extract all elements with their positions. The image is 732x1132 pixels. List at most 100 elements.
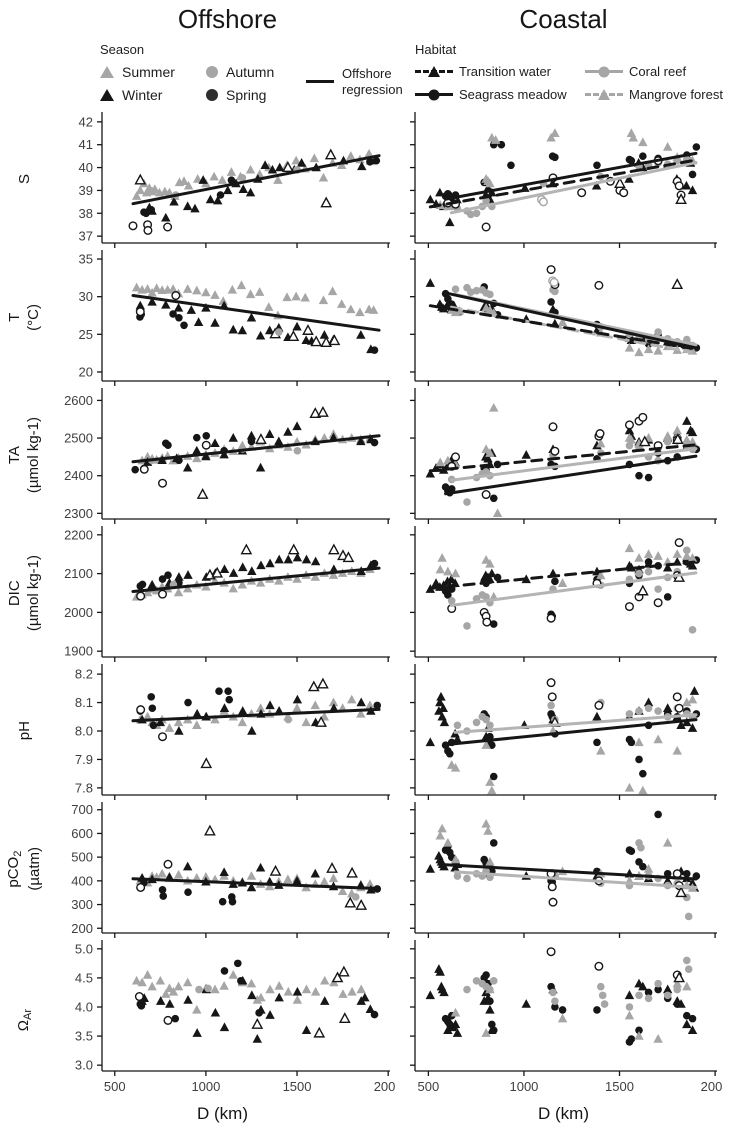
points-layer bbox=[131, 959, 379, 1043]
svg-text:2300: 2300 bbox=[64, 506, 93, 521]
panel-OmegaAr-coastal: 500 1000 1500 2000 bbox=[410, 940, 722, 1094]
season-legend-title: Season bbox=[100, 42, 145, 57]
panel-T-coastal bbox=[410, 250, 717, 386]
svg-text:500: 500 bbox=[71, 850, 93, 865]
legend-label-spring: Spring bbox=[226, 86, 267, 103]
plot-row-pCO2: pCO2 (µatm) 200 300 400 500 600 700 bbox=[0, 800, 732, 938]
legend-item-summer: Summer bbox=[100, 60, 206, 83]
regression-lines bbox=[428, 291, 698, 354]
svg-text:1500: 1500 bbox=[605, 1079, 634, 1094]
axes bbox=[410, 664, 717, 800]
legend-item-winter: Winter bbox=[100, 83, 206, 106]
legend-label-coral-reef: Coral reef bbox=[629, 64, 687, 79]
panel-DIC-offshore: 1900 2000 2100 2200 bbox=[64, 526, 390, 662]
y-axis-title-text-T: T (°C) bbox=[6, 303, 42, 331]
regression-lines bbox=[131, 294, 381, 332]
svg-text:8.1: 8.1 bbox=[75, 695, 93, 710]
svg-text:5.0: 5.0 bbox=[75, 941, 93, 956]
svg-text:600: 600 bbox=[71, 826, 93, 841]
panel-TA-offshore: 2300 2400 2500 2600 bbox=[64, 388, 390, 524]
points-layer bbox=[131, 280, 379, 354]
spring-circle-icon bbox=[206, 88, 218, 101]
axes bbox=[97, 112, 390, 248]
svg-text:25: 25 bbox=[79, 327, 93, 342]
svg-text:1500: 1500 bbox=[283, 1079, 312, 1094]
y-axis-title-DIC: DIC (µmol kg-1) bbox=[0, 524, 50, 662]
axes bbox=[410, 802, 717, 938]
svg-text:700: 700 bbox=[71, 802, 93, 817]
regression-lines bbox=[444, 713, 698, 747]
axes bbox=[97, 250, 390, 386]
legend-item-seagrass-meadow: Seagrass meadow bbox=[415, 83, 585, 106]
regression-lines bbox=[428, 443, 698, 496]
axes bbox=[410, 112, 717, 248]
svg-text:2500: 2500 bbox=[64, 431, 93, 446]
legend-label-autumn: Autumn bbox=[226, 63, 275, 80]
legend-label-seagrass-meadow: Seagrass meadow bbox=[459, 87, 567, 102]
legend-item-coral-reef: Coral reef bbox=[585, 60, 732, 83]
regression-legend-label: Offshore regression bbox=[342, 66, 403, 97]
plot-row-T: T (°C) 20 25 30 35 bbox=[0, 248, 732, 386]
legend-item-spring: Spring bbox=[206, 83, 302, 106]
svg-text:1000: 1000 bbox=[509, 1079, 538, 1094]
points-layer bbox=[135, 677, 382, 769]
y-axis-title-S: S bbox=[0, 110, 50, 248]
svg-text:400: 400 bbox=[71, 873, 93, 888]
svg-text:4.5: 4.5 bbox=[75, 970, 93, 985]
svg-text:7.9: 7.9 bbox=[75, 752, 93, 767]
y-axis-title-TA: TA (µmol kg-1) bbox=[0, 386, 50, 524]
transition-water-line-icon bbox=[415, 65, 453, 79]
y-axis-title-text-S: S bbox=[15, 173, 33, 184]
legend-item-autumn: Autumn bbox=[206, 60, 302, 83]
axes bbox=[410, 940, 717, 1076]
panel-DIC-coastal bbox=[410, 526, 717, 662]
panel-OmegaAr-offshore: 3.0 3.5 4.0 4.5 5.0 500 1000 1500 2000 bbox=[75, 940, 395, 1094]
svg-text:300: 300 bbox=[71, 897, 93, 912]
y-axis-title-text-OmegaAr: ΩAr bbox=[14, 1008, 34, 1032]
svg-text:500: 500 bbox=[418, 1079, 440, 1094]
axes bbox=[97, 526, 390, 662]
points-layer bbox=[135, 824, 382, 910]
seagrass-meadow-line-icon bbox=[415, 88, 453, 102]
regression-lines bbox=[131, 877, 381, 891]
svg-text:35: 35 bbox=[79, 252, 93, 267]
autumn-circle-icon bbox=[206, 65, 218, 78]
season-legend-items: Summer Autumn Winter Spring bbox=[100, 60, 302, 106]
offshore-regression-legend: Offshore regression bbox=[306, 66, 410, 97]
habitat-legend-title: Habitat bbox=[415, 42, 457, 57]
plot-row-OmegaAr: ΩAr 3.0 3.5 4.0 4.5 5.0 500 1000 1500 2000 500 1000… bbox=[0, 938, 732, 1102]
svg-text:2000: 2000 bbox=[64, 605, 93, 620]
y-axis-title-pH: pH bbox=[0, 662, 50, 800]
svg-text:39: 39 bbox=[79, 183, 93, 198]
winter-triangle-icon bbox=[100, 88, 114, 101]
svg-text:41: 41 bbox=[79, 137, 93, 152]
summer-triangle-icon bbox=[100, 65, 114, 78]
legend-label-summer: Summer bbox=[122, 63, 175, 80]
plot-row-S: S 37 38 39 40 41 42 bbox=[0, 110, 732, 248]
svg-text:1900: 1900 bbox=[64, 644, 93, 659]
svg-text:30: 30 bbox=[79, 289, 93, 304]
legend-item-transition-water: Transition water bbox=[415, 60, 585, 83]
svg-text:7.8: 7.8 bbox=[75, 780, 93, 795]
x-axis-label-spacer bbox=[0, 1104, 50, 1124]
y-axis-title-pCO2: pCO2 (µatm) bbox=[0, 800, 50, 938]
points-layer bbox=[425, 402, 701, 518]
svg-text:4.0: 4.0 bbox=[75, 1000, 93, 1015]
panel-S-offshore: 37 38 39 40 41 42 bbox=[79, 112, 390, 248]
svg-text:40: 40 bbox=[79, 160, 93, 175]
y-axis-title-OmegaAr: ΩAr bbox=[0, 938, 50, 1102]
plot-grid: S 37 38 39 40 41 42 T (°C) 20 25 30 35 TA (µmol kg-1) 2… bbox=[0, 110, 732, 1124]
svg-text:2100: 2100 bbox=[64, 566, 93, 581]
axes bbox=[97, 388, 390, 524]
x-axis-label-coastal: D (km) bbox=[538, 1104, 589, 1123]
plot-row-TA: TA (µmol kg-1) 2300 2400 2500 2600 bbox=[0, 386, 732, 524]
habitat-legend-items: Transition water Coral reef Seagrass mea… bbox=[415, 60, 732, 106]
axes bbox=[410, 250, 717, 386]
mangrove-forest-line-icon bbox=[585, 88, 623, 102]
y-axis-title-text-DIC: DIC (µmol kg-1) bbox=[6, 554, 42, 632]
svg-text:2000: 2000 bbox=[701, 1079, 722, 1094]
svg-text:20: 20 bbox=[79, 364, 93, 379]
regression-lines bbox=[131, 434, 381, 464]
panel-pCO2-offshore: 200 300 400 500 600 700 bbox=[71, 802, 390, 938]
